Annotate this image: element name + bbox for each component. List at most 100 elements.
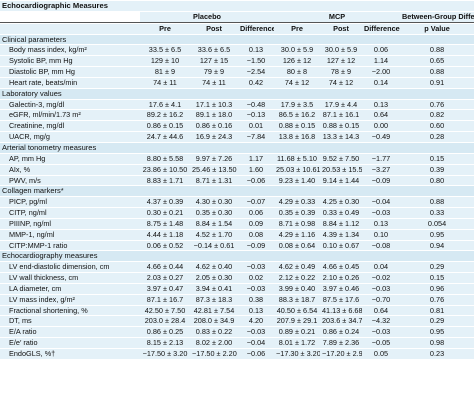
- cell: 0.86 ± 0.24: [320, 327, 362, 338]
- cell: 0.02: [238, 273, 274, 283]
- cell: 17.9 ± 4.4: [320, 99, 362, 110]
- cell: 2.12 ± 0.22: [274, 273, 320, 283]
- data-row: eGFR, ml/min/1.73 m² 89.2 ± 16.2 89.1 ± 18…: [0, 110, 474, 121]
- cell: 0.35 ± 0.30: [190, 208, 238, 218]
- cell: −0.04: [362, 197, 400, 208]
- cell: 8.83 ± 1.71: [140, 175, 190, 186]
- cell: 88.3 ± 18.7: [274, 294, 320, 305]
- column-header: Difference: [238, 23, 274, 34]
- cell: 0.38: [238, 294, 274, 305]
- cell: −0.08: [362, 240, 400, 251]
- data-row: CITP:MMP-1 ratio 0.06 ± 0.52 −0.14 ± 0.61−…: [0, 240, 474, 251]
- cell: 74 ± 11: [140, 77, 190, 88]
- data-row: UACR, mg/g 24.7 ± 44.6 16.9 ± 24.3 −7.84 13.…: [0, 132, 474, 142]
- cell: 0.81: [400, 305, 474, 316]
- cell: 80 ± 8: [274, 67, 320, 77]
- cell: 0.88: [400, 197, 474, 208]
- cell: 0.08 ± 0.64: [274, 240, 320, 251]
- cell: 87.1 ± 16.7: [140, 294, 190, 305]
- cell: 0.08: [238, 229, 274, 240]
- cell: 0.28: [400, 132, 474, 142]
- cell: 3.97 ± 0.46: [320, 283, 362, 294]
- row-label: E/A ratio: [0, 327, 140, 338]
- cell: 87.5 ± 17.6: [320, 294, 362, 305]
- row-label: AP, mm Hg: [0, 153, 140, 164]
- data-row: PICP, pg/ml 4.37 ± 0.39 4.30 ± 0.30 −0.07 4.…: [0, 197, 474, 208]
- title-row: Echocardiographic Measures: [0, 1, 474, 11]
- row-label: LV wall thickness, cm: [0, 273, 140, 283]
- cell: −17.20 ± 2.90: [320, 349, 362, 359]
- cell: 8.71 ± 1.31: [190, 175, 238, 186]
- cell: 2.10 ± 0.26: [320, 273, 362, 283]
- cell: 13.3 ± 14.3: [320, 132, 362, 142]
- cell: 41.13 ± 6.68: [320, 305, 362, 316]
- row-label: UACR, mg/g: [0, 132, 140, 142]
- cell: 0.35 ± 0.39: [274, 208, 320, 218]
- cell: 30.0 ± 5.9: [274, 45, 320, 56]
- cell: 127 ± 12: [320, 56, 362, 67]
- row-label: DT, ms: [0, 316, 140, 327]
- cell: 2.05 ± 0.30: [190, 273, 238, 283]
- data-row: CITP, ng/ml 0.30 ± 0.21 0.35 ± 0.30 0.06 0.3…: [0, 208, 474, 218]
- cell: −0.14 ± 0.61: [190, 240, 238, 251]
- cell: −0.13: [238, 110, 274, 121]
- cell: 203.6 ± 34.7: [320, 316, 362, 327]
- row-label: Systolic BP, mm Hg: [0, 56, 140, 67]
- cell: 30.0 ± 5.9: [320, 45, 362, 56]
- cell: 1.14: [362, 56, 400, 67]
- cell: 4.62 ± 0.49: [274, 262, 320, 273]
- cell: 17.1 ± 10.3: [190, 99, 238, 110]
- data-row: Creatinine, mg/dl 0.86 ± 0.15 0.86 ± 0.16 0…: [0, 121, 474, 132]
- cell: 0.82: [400, 110, 474, 121]
- data-row: E/e′ ratio 8.15 ± 2.13 8.02 ± 2.00 −0.04 8.0…: [0, 338, 474, 348]
- row-label: Galectin-3, mg/dl: [0, 99, 140, 110]
- cell: 74 ± 11: [190, 77, 238, 88]
- cell: 4.20: [238, 316, 274, 327]
- cell: −0.06: [238, 349, 274, 359]
- cell: −0.03: [362, 283, 400, 294]
- row-label: Diastolic BP, mm Hg: [0, 67, 140, 77]
- cell: 0.13: [238, 45, 274, 56]
- cell: 0.76: [400, 99, 474, 110]
- blank-header: [0, 23, 140, 34]
- row-label: PWV, m/s: [0, 175, 140, 186]
- cell: 0.15: [400, 153, 474, 164]
- section-row: Arterial tonometry measures: [0, 142, 474, 153]
- cell: 23.86 ± 10.50: [140, 164, 190, 175]
- cell: −1.50: [238, 56, 274, 67]
- cell: 4.44 ± 1.18: [140, 229, 190, 240]
- cell: 0.96: [400, 283, 474, 294]
- cell: −17.30 ± 3.20: [274, 349, 320, 359]
- cell: 25.46 ± 13.50: [190, 164, 238, 175]
- row-label: LV mass index, g/m²: [0, 294, 140, 305]
- cell: −3.27: [362, 164, 400, 175]
- cell: 1.60: [238, 164, 274, 175]
- cell: −0.70: [362, 294, 400, 305]
- table-title: Echocardiographic Measures: [0, 1, 474, 11]
- cell: 0.14: [362, 77, 400, 88]
- row-label: PIIINP, ng/ml: [0, 218, 140, 229]
- cell: 0.86 ± 0.16: [190, 121, 238, 132]
- cell: 9.97 ± 7.26: [190, 153, 238, 164]
- section-row: Collagen markers*: [0, 186, 474, 197]
- cell: 0.33 ± 0.49: [320, 208, 362, 218]
- cell: 0.30 ± 0.21: [140, 208, 190, 218]
- group-header: MCP: [274, 11, 400, 23]
- row-label: CITP:MMP-1 ratio: [0, 240, 140, 251]
- cell: 4.66 ± 0.45: [320, 262, 362, 273]
- cell: −1.77: [362, 153, 400, 164]
- cell: 20.53 ± 15.59: [320, 164, 362, 175]
- data-row: Body mass index, kg/m² 33.5 ± 6.5 33.6 ± 6…: [0, 45, 474, 56]
- data-table: Echocardiographic Measures Placebo MCP B…: [0, 1, 474, 359]
- cell: 7.89 ± 2.36: [320, 338, 362, 348]
- data-row: DT, ms 203.0 ± 28.4 208.0 ± 34.9 4.20 207.9 …: [0, 316, 474, 327]
- row-label: E/e′ ratio: [0, 338, 140, 348]
- cell: 4.52 ± 1.70: [190, 229, 238, 240]
- cell: 0.76: [400, 294, 474, 305]
- column-header: Pre: [140, 23, 190, 34]
- cell: 127 ± 15: [190, 56, 238, 67]
- cell: 16.9 ± 24.3: [190, 132, 238, 142]
- cell: 74 ± 12: [274, 77, 320, 88]
- cell: 2.03 ± 0.27: [140, 273, 190, 283]
- cell: 4.29 ± 0.33: [274, 197, 320, 208]
